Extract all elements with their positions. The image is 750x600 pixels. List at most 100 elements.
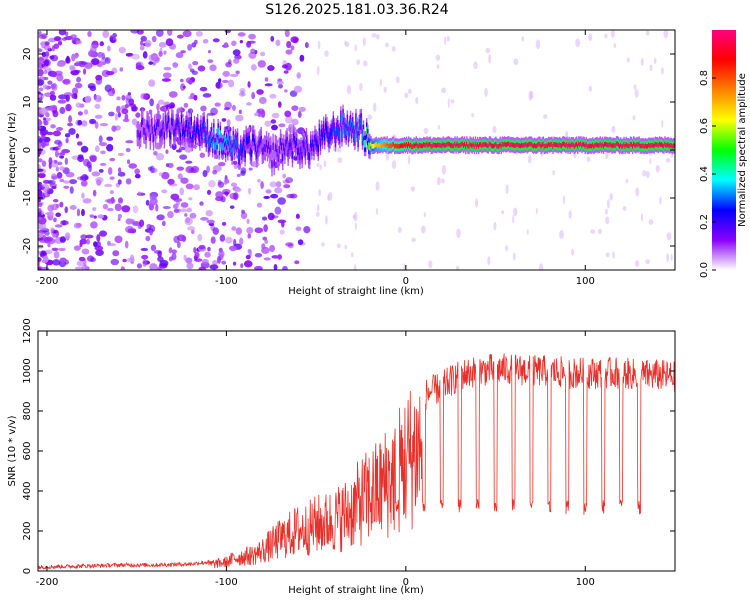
spectrogram-noise-blob <box>52 130 62 137</box>
spectrogram-noise-blob <box>159 259 169 267</box>
spectrogram-ridge-cell <box>404 143 407 148</box>
spectrogram-noise-blob <box>74 266 84 270</box>
spectrogram-ridge-cell <box>289 139 292 148</box>
spectrogram-noise-blob <box>222 70 230 77</box>
spectrogram-ridge-cell <box>594 143 596 148</box>
spectrogram-noise-blob <box>222 188 231 195</box>
spectrogram-noise-blob <box>336 146 342 153</box>
spectrogram-noise-blob <box>294 260 300 265</box>
spectrogram-noise-blob <box>612 251 616 259</box>
spectrogram-noise-blob <box>86 255 95 262</box>
spectrogram-ridge-cell <box>645 144 648 149</box>
spectrogram-noise-blob <box>91 58 100 66</box>
spectrogram-noise-blob <box>317 40 321 50</box>
spectrogram-ridge-cell <box>451 143 453 148</box>
spectrogram-ridge-cell <box>538 141 540 147</box>
spectrogram-ridge-cell <box>513 143 515 148</box>
spectrogram-ridge-cell <box>352 121 354 129</box>
spectrogram-ridge-cell <box>231 148 233 157</box>
spectrogram-ridge-cell <box>460 142 463 147</box>
spectrogram-ridge-cell <box>491 143 494 149</box>
spectrogram-noise-blob <box>562 195 566 205</box>
spectrogram-ridge-cell <box>157 119 159 127</box>
spectrogram-noise-blob <box>153 250 163 255</box>
spectrogram-ridge-cell <box>358 123 360 132</box>
spectrogram-ridge-cell <box>568 142 570 147</box>
spectrogram-ridge-cell <box>332 119 335 128</box>
spectrogram-noise-blob <box>140 93 148 100</box>
spectrogram-noise-blob <box>38 62 44 69</box>
spectrogram-ridge-cell <box>558 142 561 147</box>
spectrogram-ridge-cell <box>468 144 470 149</box>
spectrogram-noise-blob <box>423 212 426 218</box>
spectrogram-noise-blob <box>137 191 141 196</box>
spectrogram-noise-blob <box>148 53 158 62</box>
spectrogram-noise-blob <box>180 202 189 208</box>
spectrogram-ridge-cell <box>564 142 566 147</box>
spectrogram-noise-blob <box>248 51 257 59</box>
spectrogram-noise-blob <box>59 178 65 183</box>
spectrogram-noise-blob <box>270 119 277 124</box>
spectrogram-ridge-cell <box>363 140 366 148</box>
spectrogram-noise-blob <box>248 33 256 40</box>
spectrogram-noise-blob <box>50 124 56 129</box>
spectrogram-ridge-cell <box>644 143 647 149</box>
spectrogram-ridge-cell <box>154 128 157 136</box>
spectrogram-noise-blob <box>246 102 252 106</box>
spectrogram-noise-blob <box>176 241 181 249</box>
spectrogram-noise-blob <box>102 203 109 210</box>
spectrogram-ridge-cell <box>543 144 546 149</box>
spectrogram-ridge-cell <box>437 142 439 148</box>
spectrogram-ridge-cell <box>144 127 146 136</box>
spectrogram-noise-blob <box>53 43 60 50</box>
spectrogram-ridge-cell <box>279 137 282 146</box>
spectrogram-ridge-cell <box>387 143 389 149</box>
spectrogram-noise-blob <box>99 122 109 127</box>
spectrogram-noise-blob <box>296 72 302 79</box>
spectrogram-noise-blob <box>245 254 251 260</box>
spectrogram-noise-blob <box>666 232 672 241</box>
spectrogram-ridge-cell <box>214 142 216 151</box>
spectrogram-noise-blob <box>49 183 57 188</box>
spectrogram-noise-blob <box>128 98 135 106</box>
spectrogram-noise-blob <box>586 156 591 162</box>
spectrogram-ridge-cell <box>391 142 394 147</box>
spectrogram-noise-blob <box>605 252 610 258</box>
spectrogram-noise-blob <box>185 257 193 264</box>
spectrogram-ridge-cell <box>151 126 154 135</box>
spectrogram-ridge-cell <box>356 126 358 134</box>
spectrogram-ridge-cell <box>336 124 339 132</box>
spectrogram-ridge-cell <box>247 136 250 145</box>
spectrogram-noise-blob <box>325 215 328 225</box>
spectrogram-noise-blob <box>47 204 55 212</box>
spectrogram-ridge-cell <box>575 141 578 147</box>
spectrogram-noise-blob <box>136 263 143 269</box>
spectrogram-ridge-cell <box>503 141 506 147</box>
spectrogram-ridge-cell <box>229 140 231 148</box>
snr-x-axis-label: Height of straight line (km) <box>288 585 424 596</box>
spectrogram-ridge-cell <box>670 143 673 148</box>
spectrogram-noise-blob <box>47 243 51 248</box>
spectrogram-ridge-cell <box>477 144 480 149</box>
spectrogram-ridge-cell <box>585 142 588 147</box>
spectrogram-ridge-cell <box>666 142 668 148</box>
spectrogram-ridge-cell <box>394 144 396 149</box>
spectrogram-noise-blob <box>512 214 515 224</box>
spectrogram-noise-blob <box>117 171 126 177</box>
spectrogram-ridge-cell <box>254 138 256 146</box>
spectrogram-noise-blob <box>45 51 50 57</box>
spectrogram-noise-blob <box>179 208 188 213</box>
spectrogram-ridge-cell <box>206 123 209 131</box>
spectrogram-noise-blob <box>38 87 44 92</box>
spectrogram-noise-blob <box>199 201 204 206</box>
spectrogram-ridge-cell <box>441 143 443 149</box>
spectrogram-noise-blob <box>94 94 102 103</box>
spectrogram-ridge-cell <box>227 144 229 152</box>
spectrogram-noise-blob <box>271 112 280 119</box>
spectrogram-ridge-cell <box>171 117 173 126</box>
spectrogram-ridge-cell <box>158 119 160 127</box>
spectrogram-ridge-cell <box>357 135 359 143</box>
spectrogram-ridge-cell <box>533 142 536 148</box>
spectrogram-ridge-cell <box>168 130 171 138</box>
spectrogram-ridge-cell <box>574 142 577 148</box>
